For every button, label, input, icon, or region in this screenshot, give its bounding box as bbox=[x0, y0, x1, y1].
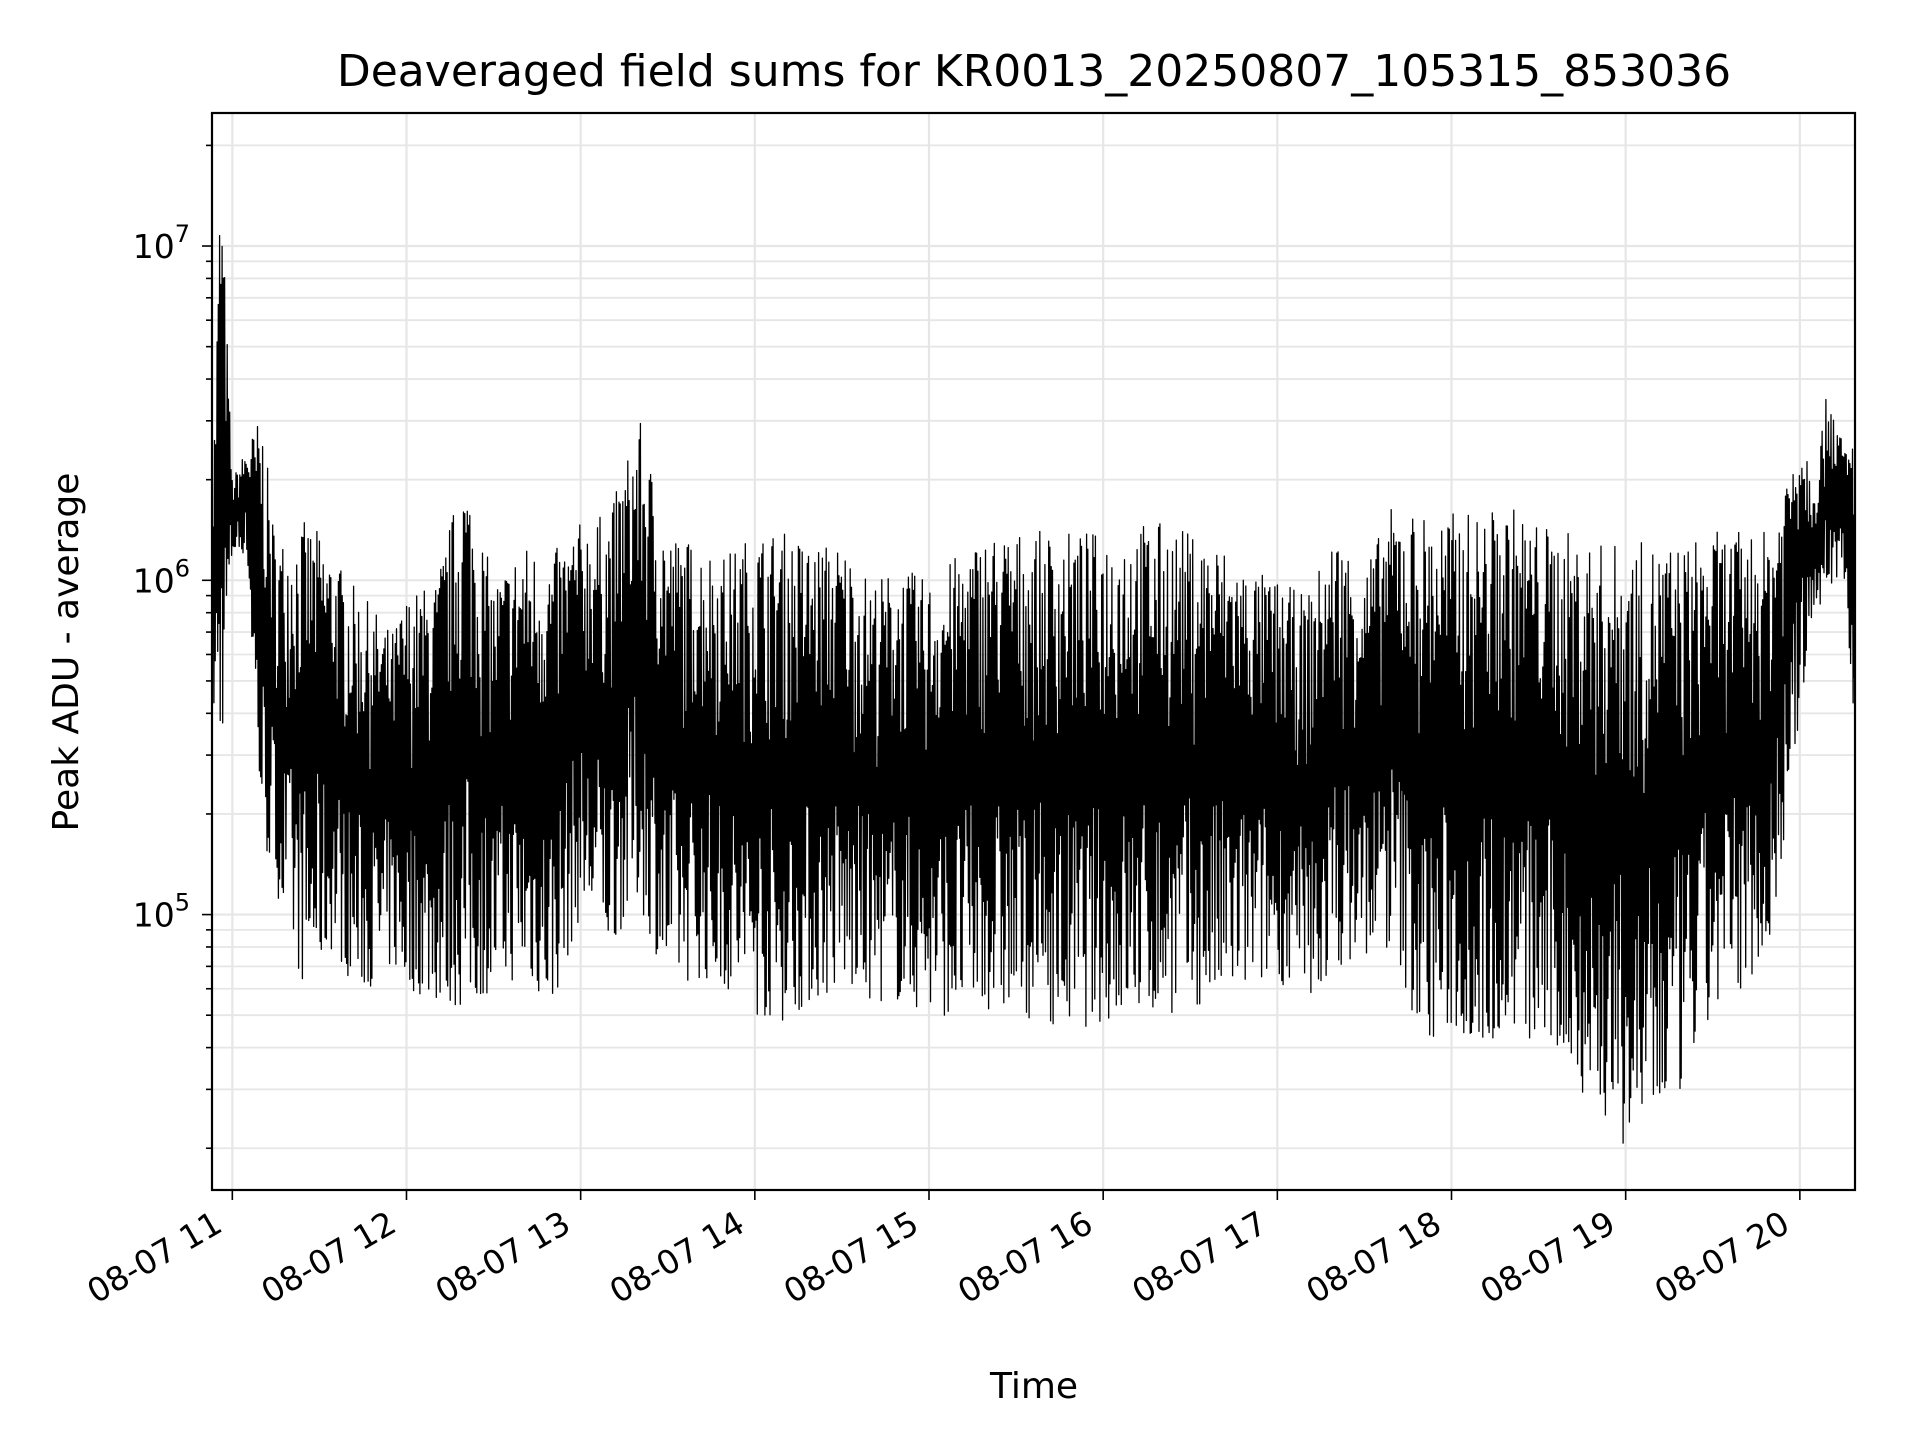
series-line bbox=[211, 234, 1856, 1144]
series-layer bbox=[211, 234, 1856, 1144]
y-tick-exponent: 7 bbox=[175, 220, 190, 248]
chart-title: Deaveraged field sums for KR0013_2025080… bbox=[337, 46, 1731, 97]
y-axis-label: Peak ADU - average bbox=[46, 473, 87, 832]
y-tick-exponent: 6 bbox=[175, 554, 190, 582]
y-tick-base: 10 bbox=[133, 896, 175, 935]
y-tick-exponent: 5 bbox=[175, 889, 190, 917]
y-tick-base: 10 bbox=[133, 561, 175, 600]
y-tick-label: 106 bbox=[133, 554, 190, 600]
plot-frame bbox=[210, 111, 1857, 1192]
x-axis-label: Time bbox=[989, 1366, 1078, 1407]
y-tick-base: 10 bbox=[133, 227, 175, 266]
y-tick-label: 107 bbox=[133, 220, 190, 266]
y-tick-label: 105 bbox=[133, 889, 190, 935]
